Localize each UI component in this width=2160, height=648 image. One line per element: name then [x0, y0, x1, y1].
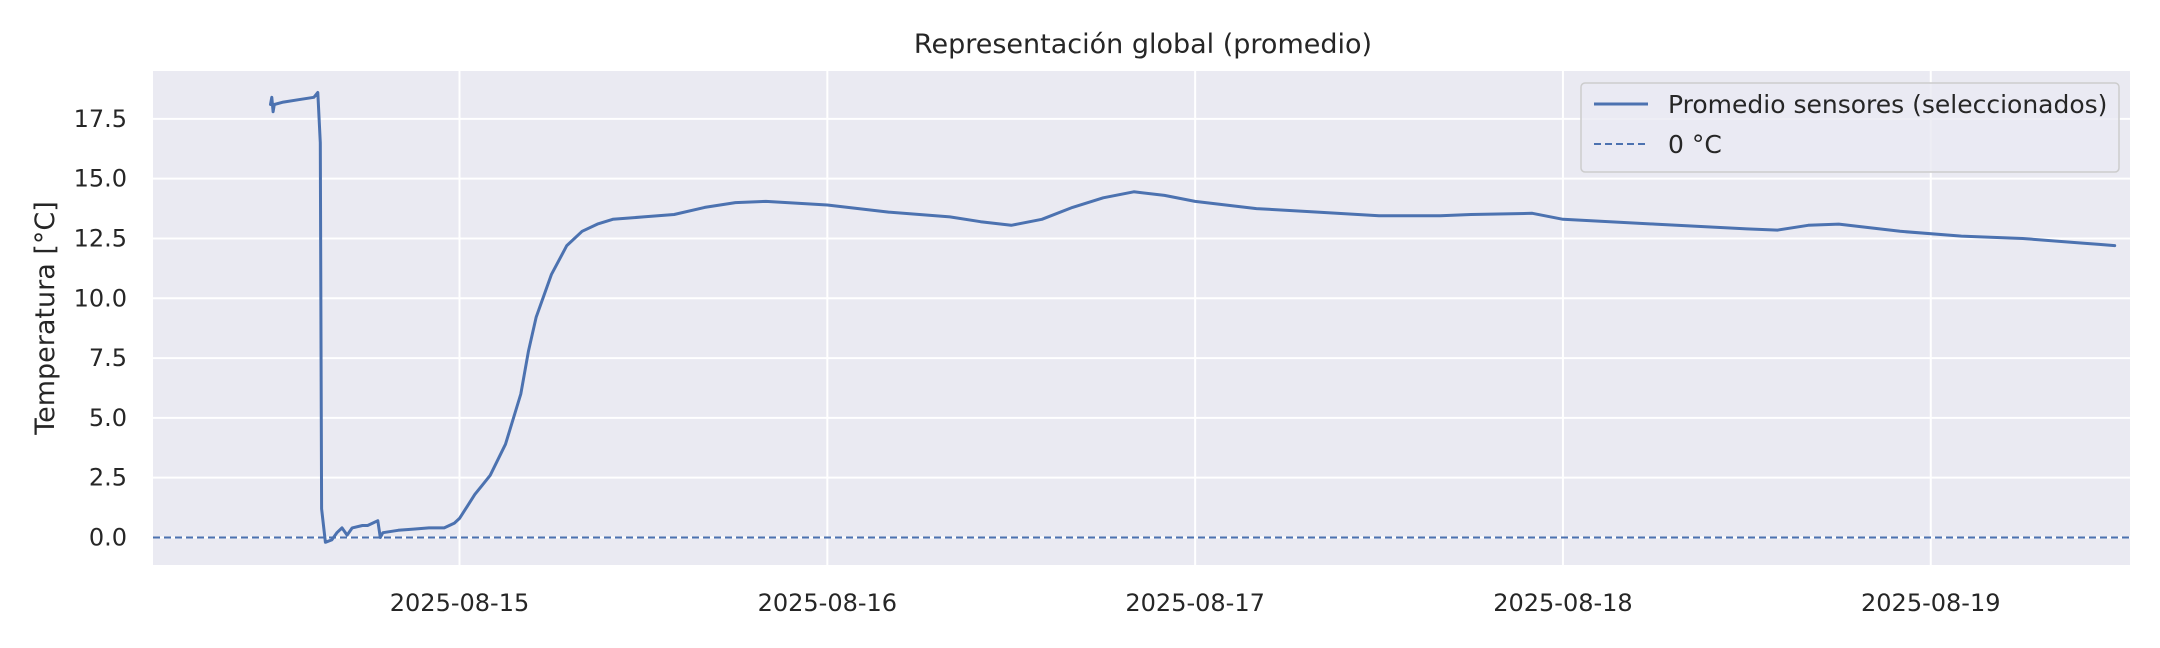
x-tick-label: 2025-08-15	[390, 589, 529, 617]
legend-label-zero: 0 °C	[1668, 130, 1722, 159]
y-tick-label: 10.0	[74, 284, 127, 312]
x-tick-label: 2025-08-19	[1861, 589, 2000, 617]
y-axis-label: Temperatura [°C]	[30, 201, 61, 436]
x-tick-labels: 2025-08-15 2025-08-16 2025-08-17 2025-08-18…	[390, 589, 2001, 617]
grid-lines	[153, 71, 2130, 565]
x-tick-label: 2025-08-16	[758, 589, 897, 617]
legend-label-average: Promedio sensores (seleccionados)	[1668, 90, 2107, 119]
series-layer	[269, 91, 2117, 544]
y-tick-labels: 0.0 2.5 5.0 7.5 10.0 12.5 15.0 17.5	[74, 105, 127, 552]
x-tick-label: 2025-08-17	[1125, 589, 1264, 617]
y-tick-label: 0.0	[89, 523, 127, 551]
series-line-average	[269, 91, 2117, 544]
y-tick-label: 5.0	[89, 404, 127, 432]
y-tick-label: 2.5	[89, 464, 127, 492]
chart-title: Representación global (promedio)	[914, 29, 1372, 60]
x-tick-label: 2025-08-18	[1493, 589, 1632, 617]
legend: Promedio sensores (seleccionados) 0 °C	[1580, 82, 2120, 173]
y-tick-label: 17.5	[74, 105, 127, 133]
y-tick-label: 7.5	[89, 344, 127, 372]
y-tick-label: 15.0	[74, 165, 127, 193]
y-tick-label: 12.5	[74, 224, 127, 252]
legend-box	[1580, 82, 2120, 173]
